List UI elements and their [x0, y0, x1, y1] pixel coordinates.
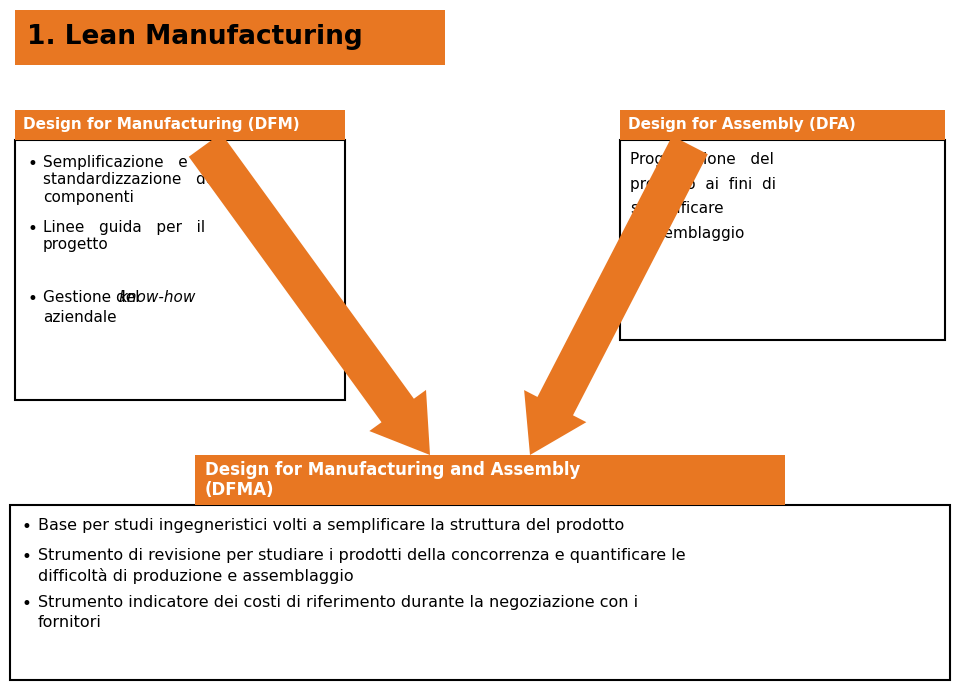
FancyBboxPatch shape [620, 140, 945, 340]
Text: Design for Manufacturing and Assembly
(DFMA): Design for Manufacturing and Assembly (D… [205, 461, 581, 500]
Text: •: • [27, 220, 36, 238]
FancyBboxPatch shape [10, 505, 950, 680]
Text: Semplificazione   e
standardizzazione   dei
componenti: Semplificazione e standardizzazione dei … [43, 155, 220, 205]
FancyBboxPatch shape [620, 110, 945, 140]
FancyBboxPatch shape [15, 110, 345, 140]
FancyBboxPatch shape [15, 140, 345, 400]
Text: Progettazione   del
prodotto  ai  fini  di
semplificare
l’assemblaggio: Progettazione del prodotto ai fini di se… [630, 152, 776, 240]
Text: know-how: know-how [118, 290, 196, 305]
Text: •: • [22, 518, 32, 536]
Text: Base per studi ingegneristici volti a semplificare la struttura del prodotto: Base per studi ingegneristici volti a se… [38, 518, 624, 533]
FancyBboxPatch shape [195, 455, 785, 505]
Polygon shape [189, 133, 430, 455]
Text: Strumento di revisione per studiare i prodotti della concorrenza e quantificare : Strumento di revisione per studiare i pr… [38, 548, 685, 584]
Text: Gestione del: Gestione del [43, 290, 144, 305]
Text: Design for Manufacturing (DFM): Design for Manufacturing (DFM) [23, 118, 300, 132]
Text: Linee   guida   per   il
progetto: Linee guida per il progetto [43, 220, 205, 252]
Text: •: • [22, 548, 32, 566]
Text: aziendale: aziendale [43, 310, 116, 325]
Text: •: • [27, 155, 36, 173]
Text: Design for Assembly (DFA): Design for Assembly (DFA) [628, 118, 855, 132]
Text: Strumento indicatore dei costi di riferimento durante la negoziazione con i
forn: Strumento indicatore dei costi di riferi… [38, 595, 638, 630]
Text: •: • [27, 290, 36, 308]
Text: 1. Lean Manufacturing: 1. Lean Manufacturing [27, 24, 363, 50]
FancyBboxPatch shape [15, 10, 445, 65]
Polygon shape [524, 136, 708, 455]
Text: •: • [22, 595, 32, 613]
